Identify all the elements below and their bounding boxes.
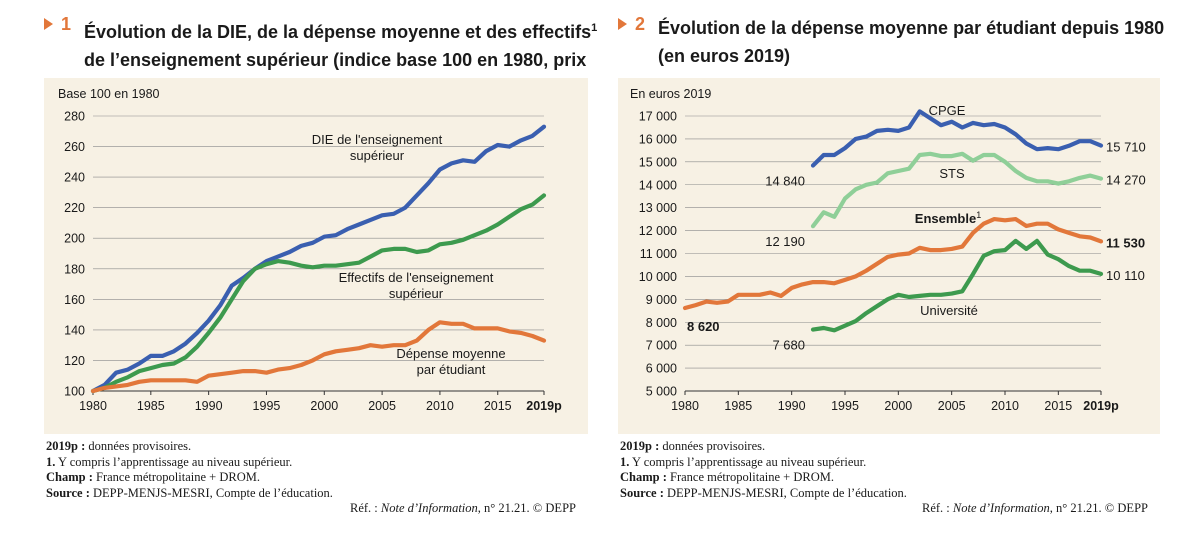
note-line: Source : DEPP-MENJS-MESRI, Compte de l’é… xyxy=(620,485,907,500)
y-axis-label: Base 100 en 1980 xyxy=(58,87,160,101)
y-tick-label: 100 xyxy=(64,385,85,399)
y-tick-label: 220 xyxy=(64,201,85,215)
y-tick-label: 160 xyxy=(64,293,85,307)
y-tick-label: 17 000 xyxy=(639,110,677,124)
chart-title: Évolution de la dépense moyenne par étud… xyxy=(658,14,1178,70)
y-tick-label: 180 xyxy=(64,262,85,276)
line-chart-euros: En euros 2019 5 000 6 000 7 000 8 000 9 000 10… xyxy=(630,87,1146,413)
x-tick-label: 2019p xyxy=(1083,399,1119,413)
chart-title-footnote-mark: 1 xyxy=(591,22,598,34)
x-tick-label: 2005 xyxy=(938,399,966,413)
series-start-label: 14 840 xyxy=(765,174,805,189)
x-tick-label: 1990 xyxy=(778,399,806,413)
series-start-label: 8 620 xyxy=(687,319,720,334)
triangle-arrow-icon xyxy=(618,18,627,30)
y-axis-label: En euros 2019 xyxy=(630,87,711,101)
x-tick-label: 1985 xyxy=(137,399,165,413)
series-line xyxy=(90,193,547,394)
y-tick-label: 10 000 xyxy=(639,270,677,284)
series-label-sts: STS xyxy=(939,166,965,181)
note-line: 1. Y compris l’apprentissage au niveau s… xyxy=(46,454,293,469)
chart-notes: 2019p : données provisoires. 1. Y compri… xyxy=(46,439,333,501)
x-tick-label: 2015 xyxy=(484,399,512,413)
x-tick-label: 1995 xyxy=(253,399,281,413)
y-tick-label: 13 000 xyxy=(639,201,677,215)
series-line xyxy=(90,124,547,394)
y-tick-label: 260 xyxy=(64,140,85,154)
note-line: Source : DEPP-MENJS-MESRI, Compte de l’é… xyxy=(46,485,333,500)
figure-number: 1 xyxy=(61,14,72,34)
reference: Réf. : Note d’Information, n° 21.21. © D… xyxy=(922,501,1148,515)
y-tick-label: 140 xyxy=(64,323,85,337)
series-end-label: 15 710 xyxy=(1106,140,1146,155)
y-tick-label: 14 000 xyxy=(639,178,677,192)
y-tick-label: 280 xyxy=(64,110,85,124)
series-line xyxy=(682,217,1104,311)
x-tick-label: 2000 xyxy=(310,399,338,413)
chart-area: Base 100 en 1980 100 120 140 160 180 200 220 240… xyxy=(44,78,588,434)
series-line xyxy=(810,151,1104,229)
chart-title-line2: (en euros 2019) xyxy=(658,46,791,66)
series-line xyxy=(90,320,547,394)
y-tick-label: 11 000 xyxy=(640,247,677,261)
series-line xyxy=(810,238,1104,333)
y-tick-label: 8 000 xyxy=(646,316,677,330)
series-label-effectifs: Effectifs de l'enseignement supérieur xyxy=(339,270,494,301)
y-tick-label: 6 000 xyxy=(646,362,677,376)
x-tick-label: 1985 xyxy=(724,399,752,413)
chart-title-line1: Évolution de la dépense moyenne par étud… xyxy=(658,18,1165,38)
note-line: Champ : France métropolitaine + DROM. xyxy=(620,470,834,484)
y-tick-label: 12 000 xyxy=(639,224,677,238)
y-tick-label: 5 000 xyxy=(646,385,677,399)
x-tick-label: 1990 xyxy=(195,399,223,413)
x-tick-label: 2000 xyxy=(884,399,912,413)
figure-number: 2 xyxy=(635,14,646,34)
x-tick-label: 2019p xyxy=(526,399,562,413)
x-tick-label: 1980 xyxy=(79,399,107,413)
series-label-die: DIE de l'enseignement supérieur xyxy=(312,132,443,163)
y-tick-label: 7 000 xyxy=(646,339,677,353)
series-label-cpge: CPGE xyxy=(929,103,966,118)
x-tick-label: 1995 xyxy=(831,399,859,413)
chart-title-line1: Évolution de la DIE, de la dépense moyen… xyxy=(84,22,592,42)
note-line: 2019p : données provisoires. xyxy=(620,439,766,453)
series-end-label: 14 270 xyxy=(1106,173,1146,188)
series-end-label: 11 530 xyxy=(1106,235,1145,250)
series-label-depense: Dépense moyenne par étudiant xyxy=(396,346,505,377)
reference: Réf. : Note d’Information, n° 21.21. © D… xyxy=(350,501,576,515)
series-label-universite: Université xyxy=(920,303,978,318)
note-line: 1. Y compris l’apprentissage au niveau s… xyxy=(620,454,867,469)
line-chart-index: Base 100 en 1980 100 120 140 160 180 200 220 240… xyxy=(58,87,562,413)
x-tick-label: 1980 xyxy=(671,399,699,413)
x-tick-label: 2010 xyxy=(426,399,454,413)
note-line: Champ : France métropolitaine + DROM. xyxy=(46,470,260,484)
note-line: 2019p : données provisoires. xyxy=(46,439,192,453)
y-tick-label: 9 000 xyxy=(646,293,677,307)
x-tick-label: 2005 xyxy=(368,399,396,413)
series-line xyxy=(810,109,1104,168)
x-tick-label: 2015 xyxy=(1044,399,1072,413)
chart-area: En euros 2019 5 000 6 000 7 000 8 000 9 000 10… xyxy=(618,78,1160,434)
y-tick-label: 15 000 xyxy=(639,155,677,169)
triangle-arrow-icon xyxy=(44,18,53,30)
series-end-label: 10 110 xyxy=(1106,268,1145,283)
chart-notes: 2019p : données provisoires. 1. Y compri… xyxy=(620,439,907,501)
y-tick-label: 200 xyxy=(64,232,85,246)
x-tick-label: 2010 xyxy=(991,399,1019,413)
series-start-label: 7 680 xyxy=(772,338,805,353)
series-label-ensemble: Ensemble1 xyxy=(915,210,981,226)
y-tick-label: 120 xyxy=(64,354,85,368)
y-tick-label: 16 000 xyxy=(639,132,677,146)
y-tick-label: 240 xyxy=(64,171,85,185)
series-start-label: 12 190 xyxy=(765,234,805,249)
